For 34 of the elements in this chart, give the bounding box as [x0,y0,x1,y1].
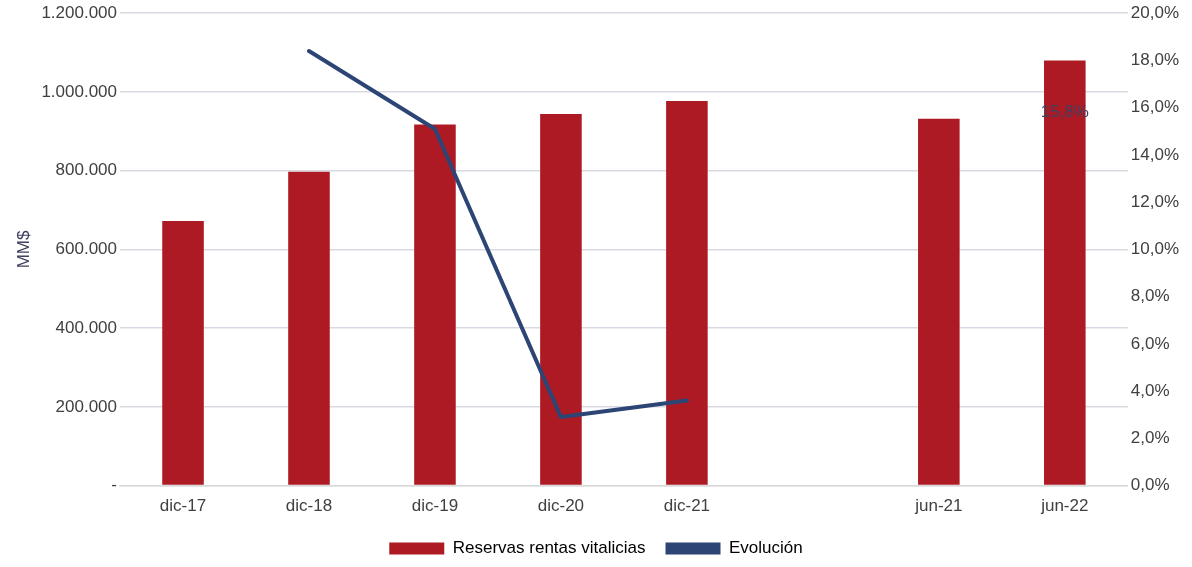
bar [540,113,582,485]
bar [288,171,330,485]
y-tick-label: - [111,475,118,495]
x-tick-label: dic-19 [411,496,459,516]
y-tick-label: 600.000 [55,239,118,259]
y2-tick-label: 10,0% [1130,239,1179,259]
y-axis-title: MM$ [13,229,33,269]
y-tick-label: 1.200.000 [41,2,118,22]
bar [918,118,960,485]
y2-tick-label: 14,0% [1130,144,1179,164]
y2-tick-label: 6,0% [1130,333,1170,353]
legend-label: Reservas rentas vitalicias [452,538,646,558]
y2-tick-label: 16,0% [1130,97,1179,117]
x-tick-label: jun-21 [914,496,963,516]
x-tick-label: jun-22 [1040,496,1089,516]
y2-tick-label: 18,0% [1130,50,1179,70]
x-tick-label: dic-21 [663,496,711,516]
y-tick-label: 1.000.000 [41,81,118,101]
y2-tick-label: 0,0% [1130,475,1170,495]
bar [414,124,456,485]
y2-tick-label: 20,0% [1130,2,1179,22]
bar [666,100,708,485]
y-tick-label: 400.000 [55,317,118,337]
x-tick-label: dic-17 [159,496,207,516]
y2-tick-label: 4,0% [1130,380,1170,400]
legend-label: Evolución [729,538,803,558]
y-tick-label: 200.000 [55,396,118,416]
y2-tick-label: 2,0% [1130,428,1170,448]
y2-tick-label: 8,0% [1130,286,1170,306]
y2-tick-label: 12,0% [1130,191,1179,211]
x-tick-label: dic-20 [537,496,585,516]
x-tick-label: dic-18 [285,496,333,516]
bar [162,221,204,485]
y-tick-label: 800.000 [55,160,118,180]
